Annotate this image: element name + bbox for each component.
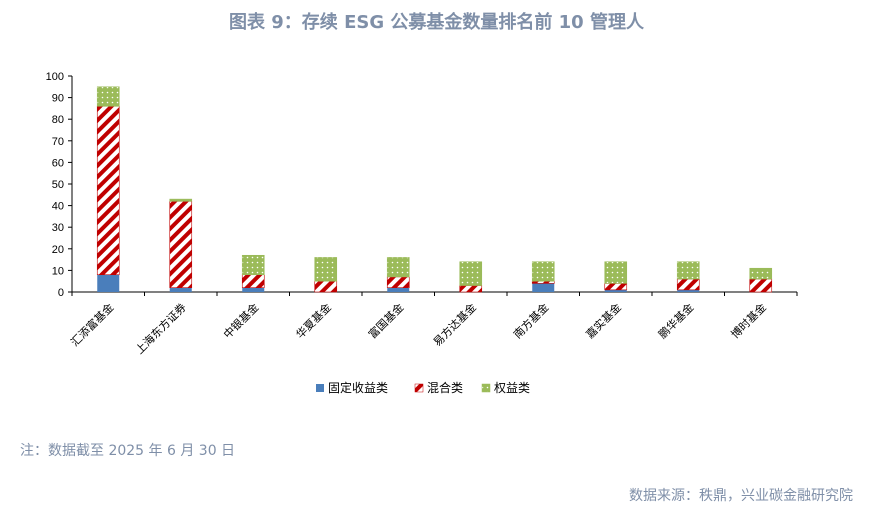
y-tick-label: 0 <box>58 287 64 299</box>
y-tick-label: 100 <box>46 71 64 83</box>
bar-segment-3 <box>386 257 410 278</box>
y-tick-label: 50 <box>52 179 64 191</box>
y-tick-label: 70 <box>52 136 64 148</box>
bar-segment-2 <box>531 280 555 284</box>
x-category-label: 嘉实基金 <box>583 300 624 341</box>
chart-bars <box>96 86 773 293</box>
x-category-label: 中银基金 <box>220 300 261 341</box>
bar-segment-1 <box>677 289 700 292</box>
y-tick-label: 90 <box>52 93 64 105</box>
bar-segment-2 <box>96 105 120 276</box>
x-category-label: 华夏基金 <box>293 300 334 341</box>
bar-segment-3 <box>314 257 338 282</box>
bar-segment-2 <box>314 280 338 293</box>
bar-segment-3 <box>96 86 120 107</box>
footnote: 注：数据截至 2025 年 6 月 30 日 <box>20 443 236 459</box>
data-source: 数据来源：秩鼎，兴业碳金融研究院 <box>629 488 853 504</box>
y-tick-label: 10 <box>52 265 64 277</box>
bar-segment-1 <box>97 274 120 292</box>
bar-segment-3 <box>676 261 700 280</box>
bar-segment-2 <box>459 285 483 293</box>
bar-segment-3 <box>531 261 555 282</box>
legend-swatch <box>316 384 324 392</box>
bar-segment-2 <box>386 276 410 288</box>
x-axis-labels: 汇添富基金 上海东方证券 中银基金 华夏基金 富国基金 易方达基金 南方基金 嘉实基金 鹏华基金… <box>68 300 769 357</box>
y-tick-label: 20 <box>52 244 64 256</box>
x-category-label: 鹏华基金 <box>655 300 696 341</box>
legend-label: 固定收益类 <box>328 380 388 395</box>
bar-segment-2 <box>604 283 628 291</box>
bar-segment-1 <box>532 283 555 292</box>
bar-segment-1 <box>169 287 192 292</box>
x-category-label: 汇添富基金 <box>68 300 117 349</box>
y-tick-label: 80 <box>52 114 64 126</box>
chart-legend: 固定收益类 混合类 权益类 <box>316 380 530 395</box>
bar-segment-1 <box>242 287 265 292</box>
stacked-bar-chart: 0 10 20 30 40 50 60 70 80 90 100 汇添富基金 上海东方证券 中银基金 华夏… <box>46 71 798 395</box>
bar-segment-2 <box>169 200 193 288</box>
bar-segment-3 <box>749 267 773 280</box>
y-tick-label: 60 <box>52 157 64 169</box>
y-tick-label: 40 <box>52 201 64 213</box>
bar-segment-1 <box>604 289 627 292</box>
bar-segment-3 <box>241 254 265 276</box>
bar-segment-1 <box>387 287 410 292</box>
x-category-label: 博时基金 <box>728 300 769 341</box>
legend-label: 权益类 <box>494 381 530 395</box>
legend-swatch <box>481 383 491 393</box>
bar-segment-2 <box>749 278 773 293</box>
x-category-label: 富国基金 <box>365 300 406 341</box>
bar-segment-3 <box>169 198 193 202</box>
legend-label: 混合类 <box>427 380 463 395</box>
bar-segment-2 <box>676 278 700 291</box>
x-category-label: 南方基金 <box>510 300 551 341</box>
bar-segment-3 <box>459 261 483 286</box>
x-category-label: 上海东方证券 <box>132 300 189 357</box>
chart-title: 图表 9：存续 ESG 公募基金数量排名前 10 管理人 <box>229 12 644 33</box>
y-tick-label: 30 <box>52 222 64 234</box>
legend-swatch <box>414 383 424 393</box>
bar-segment-3 <box>604 261 628 284</box>
x-category-label: 易方达基金 <box>430 300 479 349</box>
chart-axes: 0 10 20 30 40 50 60 70 80 90 100 <box>46 71 798 299</box>
bar-segment-2 <box>241 274 265 288</box>
